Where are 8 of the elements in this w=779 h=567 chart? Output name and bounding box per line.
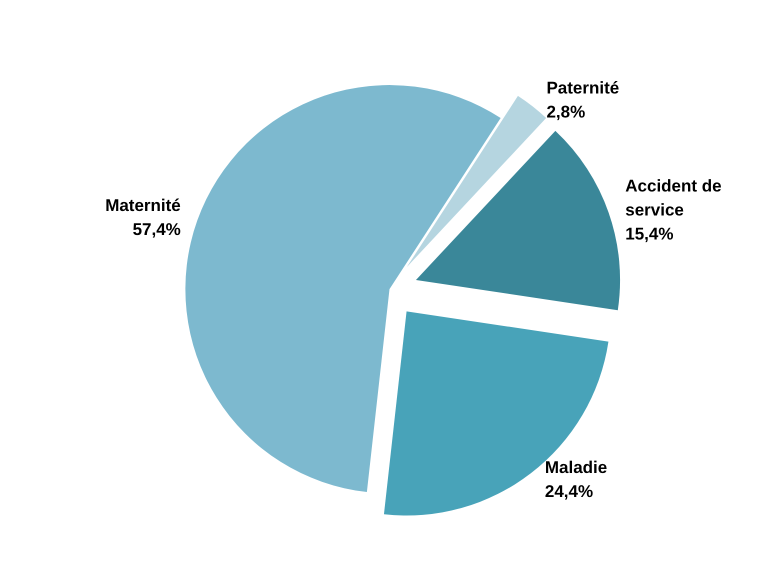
slice-label: Maternité (105, 196, 181, 216)
data-label: 24,4% (544, 482, 594, 502)
slice-label: Paternité (546, 78, 620, 98)
data-label: 15,4% (625, 224, 674, 244)
data-label: 57,4% (132, 220, 181, 240)
slice-label: Accident de service (625, 176, 726, 220)
slice-label: Maladie (544, 458, 608, 478)
data-label: 2,8% (546, 102, 586, 122)
